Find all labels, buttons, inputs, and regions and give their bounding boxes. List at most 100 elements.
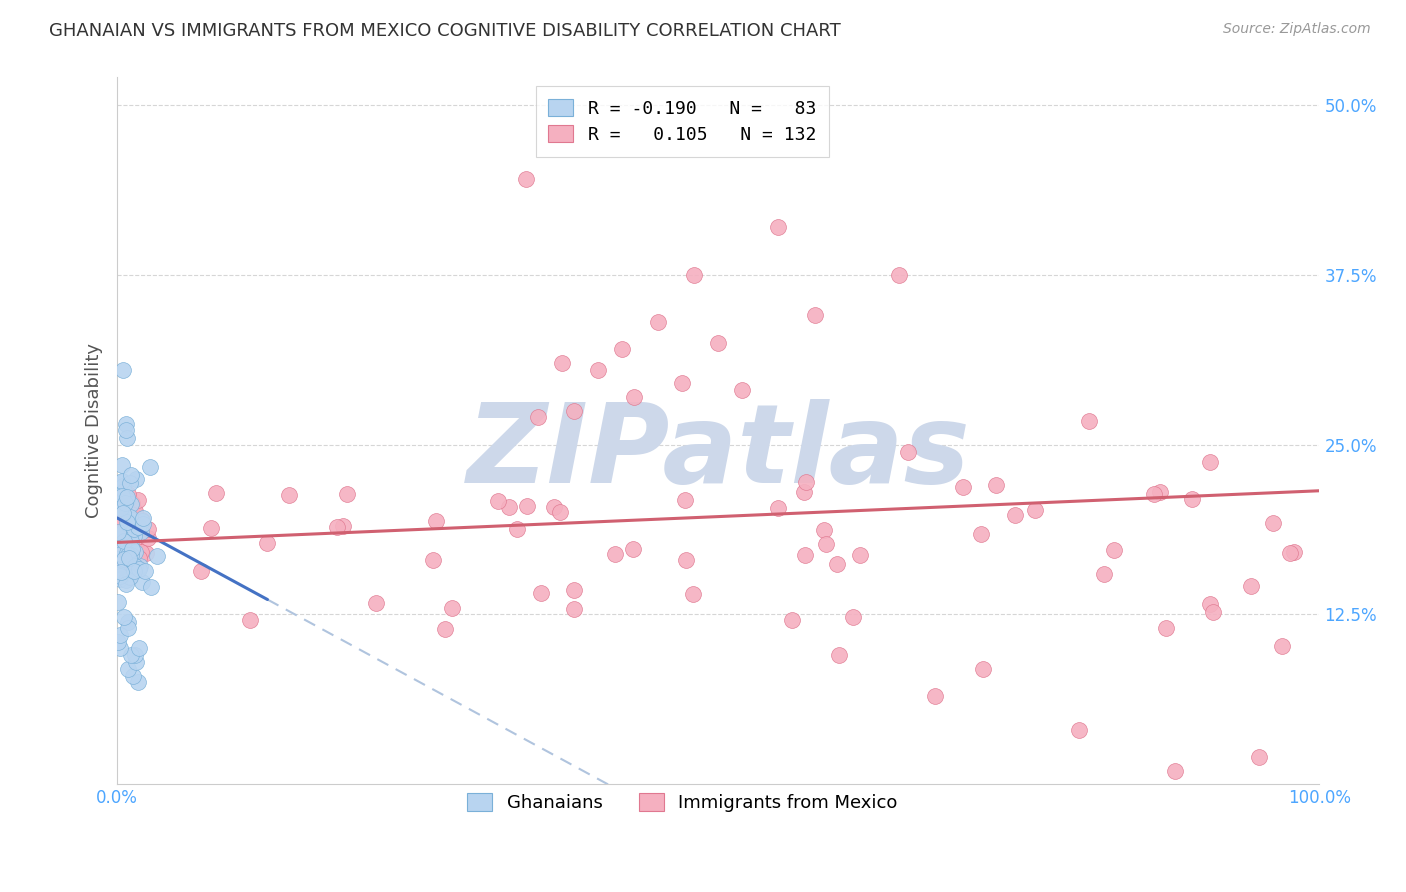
Point <box>115 546 138 560</box>
Point <box>118 476 141 491</box>
Point <box>107 524 129 539</box>
Point <box>124 545 146 559</box>
Point <box>107 478 129 492</box>
Point <box>122 508 145 523</box>
Point <box>136 532 159 546</box>
Point <box>1164 764 1187 778</box>
Point <box>682 587 704 601</box>
Point <box>122 504 145 518</box>
Point <box>1249 750 1271 764</box>
Point <box>117 615 139 629</box>
Point <box>125 539 148 553</box>
Point <box>125 655 148 669</box>
Point <box>1240 579 1263 593</box>
Point <box>128 558 150 573</box>
Point <box>118 530 141 544</box>
Point <box>111 501 134 516</box>
Point <box>120 545 142 559</box>
Point <box>118 514 141 528</box>
Point <box>107 510 129 524</box>
Point <box>623 390 645 404</box>
Point <box>548 505 571 519</box>
Point <box>117 487 139 501</box>
Point <box>114 417 136 431</box>
Point <box>107 491 129 506</box>
Point <box>122 516 145 531</box>
Point <box>562 403 585 417</box>
Point <box>506 522 529 536</box>
Point <box>111 489 134 503</box>
Point <box>205 486 228 500</box>
Point <box>683 268 706 282</box>
Point <box>984 478 1007 492</box>
Point <box>1271 639 1294 653</box>
Point <box>120 497 142 511</box>
Point <box>110 514 132 528</box>
Point <box>849 548 872 562</box>
Point <box>433 623 456 637</box>
Point <box>117 515 139 529</box>
Point <box>115 431 138 445</box>
Point <box>124 559 146 574</box>
Point <box>111 475 134 489</box>
Point <box>364 596 387 610</box>
Point <box>551 356 574 370</box>
Point <box>112 558 135 573</box>
Point <box>114 573 136 587</box>
Point <box>1278 546 1301 560</box>
Point <box>131 513 153 527</box>
Point <box>128 519 150 533</box>
Point <box>121 537 143 551</box>
Point <box>117 495 139 509</box>
Point <box>110 572 132 586</box>
Point <box>118 510 141 524</box>
Point <box>586 363 609 377</box>
Point <box>120 534 142 549</box>
Point <box>108 525 131 540</box>
Point <box>707 335 730 350</box>
Point <box>825 557 848 571</box>
Point <box>117 533 139 547</box>
Point <box>1198 597 1220 611</box>
Point <box>125 471 148 485</box>
Point <box>115 577 138 591</box>
Point <box>529 586 551 600</box>
Point <box>120 548 142 562</box>
Point <box>107 634 129 648</box>
Point <box>112 544 135 558</box>
Point <box>117 530 139 544</box>
Point <box>115 534 138 549</box>
Point <box>127 493 149 508</box>
Point <box>498 500 520 515</box>
Point <box>127 675 149 690</box>
Point <box>336 487 359 501</box>
Point <box>1202 605 1225 619</box>
Point <box>108 628 131 642</box>
Point <box>440 601 463 615</box>
Point <box>111 517 134 532</box>
Point <box>1149 485 1171 500</box>
Point <box>117 490 139 504</box>
Point <box>112 610 135 624</box>
Point <box>1261 516 1284 530</box>
Point <box>1077 414 1099 428</box>
Point <box>120 648 142 663</box>
Point <box>108 541 131 556</box>
Point <box>768 219 790 234</box>
Point <box>146 549 169 564</box>
Point <box>110 524 132 538</box>
Point <box>117 540 139 554</box>
Point <box>110 523 132 537</box>
Point <box>731 383 754 397</box>
Point <box>128 551 150 566</box>
Point <box>131 575 153 590</box>
Point <box>112 483 135 498</box>
Text: ZIPatlas: ZIPatlas <box>467 399 970 506</box>
Point <box>112 506 135 520</box>
Point <box>118 510 141 524</box>
Point <box>239 613 262 627</box>
Point <box>107 507 129 521</box>
Point <box>127 520 149 534</box>
Point <box>111 502 134 516</box>
Point <box>117 529 139 543</box>
